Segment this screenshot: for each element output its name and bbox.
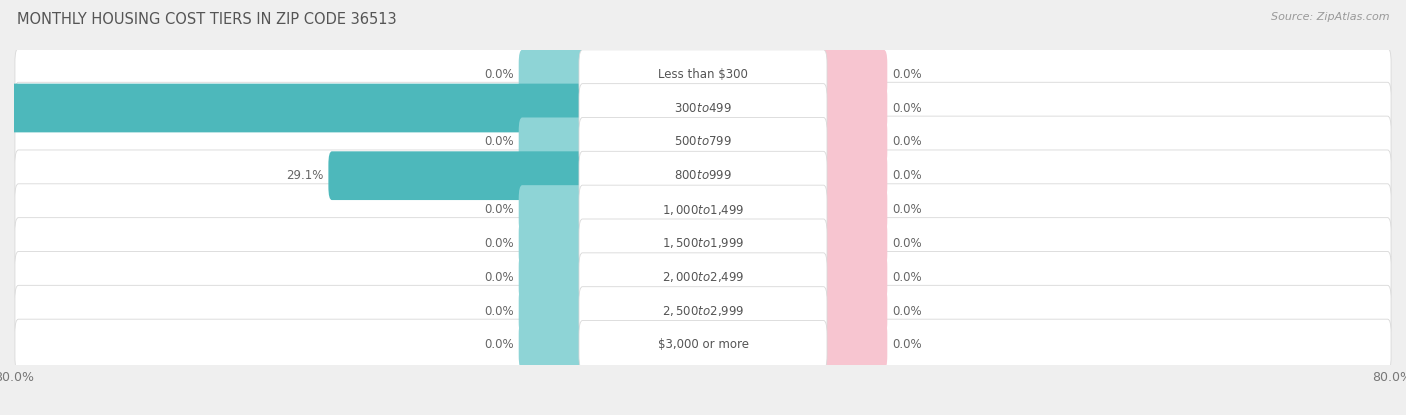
FancyBboxPatch shape [15, 116, 1391, 168]
Text: 0.0%: 0.0% [893, 102, 922, 115]
FancyBboxPatch shape [15, 150, 1391, 201]
Text: Less than $300: Less than $300 [658, 68, 748, 81]
FancyBboxPatch shape [0, 84, 586, 132]
Text: 0.0%: 0.0% [893, 271, 922, 284]
FancyBboxPatch shape [15, 184, 1391, 235]
Text: MONTHLY HOUSING COST TIERS IN ZIP CODE 36513: MONTHLY HOUSING COST TIERS IN ZIP CODE 3… [17, 12, 396, 27]
FancyBboxPatch shape [15, 49, 1391, 100]
Text: 0.0%: 0.0% [893, 169, 922, 182]
Text: $1,000 to $1,499: $1,000 to $1,499 [662, 203, 744, 217]
FancyBboxPatch shape [579, 50, 827, 98]
FancyBboxPatch shape [579, 320, 827, 369]
FancyBboxPatch shape [519, 253, 586, 302]
FancyBboxPatch shape [15, 286, 1391, 337]
FancyBboxPatch shape [519, 287, 586, 335]
Text: $800 to $999: $800 to $999 [673, 169, 733, 182]
FancyBboxPatch shape [820, 219, 887, 268]
Text: $500 to $799: $500 to $799 [673, 135, 733, 148]
FancyBboxPatch shape [15, 251, 1391, 303]
FancyBboxPatch shape [579, 185, 827, 234]
Text: 0.0%: 0.0% [484, 338, 513, 352]
FancyBboxPatch shape [820, 84, 887, 132]
FancyBboxPatch shape [519, 219, 586, 268]
FancyBboxPatch shape [820, 287, 887, 335]
FancyBboxPatch shape [579, 84, 827, 132]
Text: $2,000 to $2,499: $2,000 to $2,499 [662, 270, 744, 284]
FancyBboxPatch shape [579, 219, 827, 268]
FancyBboxPatch shape [820, 117, 887, 166]
Text: 0.0%: 0.0% [484, 135, 513, 148]
FancyBboxPatch shape [329, 151, 586, 200]
FancyBboxPatch shape [820, 253, 887, 302]
Text: 0.0%: 0.0% [893, 338, 922, 352]
FancyBboxPatch shape [519, 185, 586, 234]
Text: 0.0%: 0.0% [893, 68, 922, 81]
FancyBboxPatch shape [820, 50, 887, 98]
FancyBboxPatch shape [519, 50, 586, 98]
FancyBboxPatch shape [820, 151, 887, 200]
Text: $1,500 to $1,999: $1,500 to $1,999 [662, 237, 744, 250]
Text: 0.0%: 0.0% [893, 305, 922, 317]
FancyBboxPatch shape [579, 253, 827, 302]
Text: 0.0%: 0.0% [484, 271, 513, 284]
FancyBboxPatch shape [15, 319, 1391, 371]
Text: 0.0%: 0.0% [484, 203, 513, 216]
Text: 0.0%: 0.0% [893, 237, 922, 250]
FancyBboxPatch shape [15, 82, 1391, 134]
FancyBboxPatch shape [519, 320, 586, 369]
Text: 0.0%: 0.0% [484, 237, 513, 250]
FancyBboxPatch shape [519, 117, 586, 166]
FancyBboxPatch shape [579, 287, 827, 335]
FancyBboxPatch shape [820, 320, 887, 369]
Text: Source: ZipAtlas.com: Source: ZipAtlas.com [1271, 12, 1389, 22]
Text: $300 to $499: $300 to $499 [673, 102, 733, 115]
FancyBboxPatch shape [820, 185, 887, 234]
Text: 0.0%: 0.0% [484, 68, 513, 81]
Text: $3,000 or more: $3,000 or more [658, 338, 748, 352]
Text: 29.1%: 29.1% [285, 169, 323, 182]
Text: 0.0%: 0.0% [893, 203, 922, 216]
FancyBboxPatch shape [579, 117, 827, 166]
FancyBboxPatch shape [15, 217, 1391, 269]
FancyBboxPatch shape [579, 151, 827, 200]
Text: 0.0%: 0.0% [484, 305, 513, 317]
Text: 0.0%: 0.0% [893, 135, 922, 148]
Text: $2,500 to $2,999: $2,500 to $2,999 [662, 304, 744, 318]
